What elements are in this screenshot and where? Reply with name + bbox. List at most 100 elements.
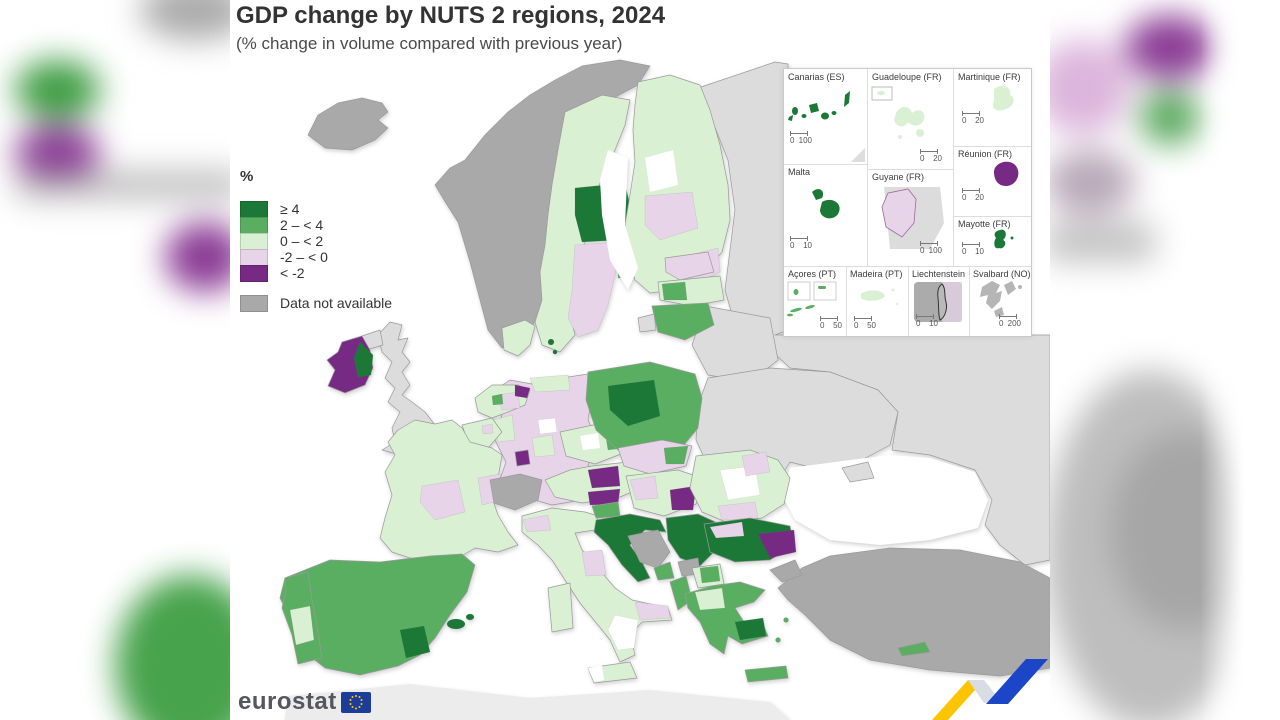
- blurred-right-backdrop: [1050, 0, 1280, 720]
- inset-svalbard: Svalbard (NO) 0 200: [969, 266, 1031, 336]
- region-patch: [581, 549, 607, 577]
- canarias-minimap: [788, 91, 850, 121]
- legend-item-no-data: Data not available: [240, 294, 393, 312]
- inset-martinique: Martinique (FR) 0 20: [954, 69, 1031, 146]
- inset-liechtenstein: Liechtenstein 0 10: [908, 266, 969, 336]
- region-crimea: [841, 461, 875, 483]
- inset-label: Canarias (ES): [788, 72, 845, 82]
- inset-scale: 0 10: [962, 242, 984, 256]
- legend-label: ≥ 4: [280, 201, 300, 217]
- region-patch: [587, 465, 621, 489]
- region-sardegna: [547, 582, 574, 633]
- inset-scale: 0 20: [920, 149, 942, 163]
- region-denmark: [501, 319, 536, 357]
- region-patch: [531, 434, 556, 458]
- region-patch: [783, 617, 789, 623]
- region-patch: [419, 479, 466, 521]
- legend-label: < -2: [280, 265, 305, 281]
- region-patch: [775, 637, 781, 643]
- martinique-minimap: [992, 86, 1014, 111]
- region-patch: [547, 338, 555, 346]
- region-patch: [699, 565, 721, 584]
- blurred-left-backdrop: [0, 0, 230, 720]
- inset-label: Madeira (PT): [850, 269, 903, 279]
- region-patch: [629, 475, 659, 501]
- inset-canarias: Canarias (ES) 0 100: [784, 69, 867, 164]
- legend-swatch: [240, 232, 268, 250]
- legend-swatch: [240, 294, 268, 312]
- mayotte-minimap: [994, 229, 1014, 249]
- inset-label: Malta: [788, 167, 811, 177]
- inset-scale: 0 50: [820, 316, 842, 330]
- region-iceland: [307, 97, 389, 151]
- region-patch: [446, 618, 466, 630]
- page-subtitle: (% change in volume compared with previo…: [236, 34, 623, 53]
- region-patch: [514, 384, 531, 399]
- legend-swatch: [240, 264, 268, 282]
- region-patch: [607, 614, 639, 651]
- region-switzerland: [489, 473, 543, 511]
- region-luxembourg: [514, 449, 531, 467]
- eurostat-logo: eurostat: [238, 688, 371, 716]
- legend-label: Data not available: [280, 295, 393, 311]
- eu-stars: [349, 694, 363, 709]
- svalbard-minimap: [980, 281, 1022, 317]
- legend-item: 0 – < 2: [240, 232, 392, 250]
- inset-label: Mayotte (FR): [958, 219, 1011, 229]
- madeira-minimap: [861, 288, 899, 306]
- right-white-fade: [1200, 0, 1280, 720]
- region-patch: [353, 341, 374, 378]
- inset-scale: 0 20: [962, 111, 984, 125]
- overseas-inset-box: Canarias (ES) 0 100 Guadelou: [783, 68, 1032, 337]
- region-patch: [529, 374, 571, 393]
- eurostat-wordmark: eurostat: [238, 688, 337, 715]
- region-patch: [552, 349, 558, 355]
- inset-label: Guadeloupe (FR): [872, 72, 942, 82]
- region-patch: [537, 417, 558, 435]
- malta-minimap: [812, 189, 840, 219]
- guadeloupe-minimap: [871, 86, 925, 139]
- inset-label: Liechtenstein: [912, 269, 966, 279]
- region-bosnia: [627, 529, 671, 569]
- corner-fold: [851, 148, 865, 162]
- inset-guadeloupe: Guadeloupe (FR) 0 20: [868, 69, 953, 169]
- inset-scale: 0 100: [790, 131, 812, 145]
- inset-label: Açores (PT): [788, 269, 837, 279]
- region-patch: [491, 393, 504, 406]
- inset-label: Martinique (FR): [958, 72, 1021, 82]
- inset-label: Guyane (FR): [872, 172, 925, 182]
- region-patch: [709, 521, 745, 539]
- region-patch: [607, 379, 661, 427]
- region-patch: [588, 665, 604, 682]
- legend-item: 2 – < 4: [240, 216, 392, 234]
- legend-swatch: [240, 216, 268, 234]
- region-patch: [717, 501, 759, 521]
- liechtenstein-minimap: [914, 282, 962, 322]
- reunion-minimap: [994, 161, 1019, 186]
- map-panel: GDP change by NUTS 2 regions, 2024 (% ch…: [230, 0, 1050, 720]
- region-patch: [522, 514, 552, 533]
- legend-item: -2 – < 0: [240, 248, 392, 266]
- inset-label: Svalbard (NO): [973, 269, 1031, 279]
- region-turkey: [777, 547, 1050, 677]
- region-cyprus: [897, 641, 931, 657]
- blur-blobs-left: [0, 0, 230, 720]
- inset-scale: 0 10: [790, 236, 812, 250]
- guyane-minimap: [881, 187, 944, 249]
- inset-guyane: Guyane (FR) 0 100: [868, 169, 953, 266]
- acores-minimap: [787, 281, 837, 317]
- legend-swatch: [240, 248, 268, 266]
- region-patch: [694, 587, 726, 611]
- legend-item: ≥ 4: [240, 200, 392, 218]
- legend-item: < -2: [240, 264, 392, 282]
- region-patch: [497, 391, 521, 411]
- region-patch: [634, 601, 671, 621]
- region-patch: [481, 423, 494, 435]
- europe-choropleth-map: [279, 59, 1050, 720]
- legend-label: 0 – < 2: [280, 233, 324, 249]
- eu-flag-icon: [340, 691, 371, 713]
- legend-label: -2 – < 0: [280, 249, 328, 265]
- region-patch: [757, 529, 797, 559]
- legend-label: 2 – < 4: [280, 217, 324, 233]
